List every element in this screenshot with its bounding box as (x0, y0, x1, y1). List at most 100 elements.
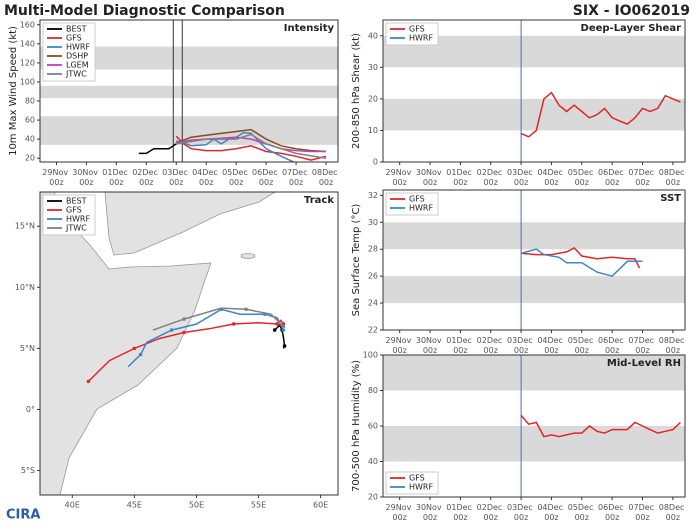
x-tick-label: 04Dec 00z (537, 503, 565, 522)
series-line (520, 91, 681, 138)
y-tick-label: 100 (20, 77, 35, 86)
storm-id: SIX - IO062019 (573, 3, 690, 19)
page-title: Multi-Model Diagnostic Comparison (4, 3, 285, 19)
y-tick-label: 60 (25, 116, 35, 125)
y-axis-label: 200-850 hPa Shear (kt) (351, 33, 362, 149)
arabia (104, 191, 277, 256)
x-tick-label: 01Dec 00z (102, 168, 130, 187)
track-point (86, 379, 91, 384)
x-tick-label: 04Dec 00z (192, 168, 220, 187)
track-point (169, 328, 174, 332)
track-point (182, 317, 186, 321)
y-tick-label: 80 (368, 386, 378, 395)
y-axis-label: 700-500 hPa Humidity (%) (351, 360, 362, 492)
x-tick-label: 03Dec 00z (162, 168, 190, 187)
y-axis-label: 10m Max Wind Speed (kt) (8, 26, 19, 156)
legend-label: HWRF (66, 215, 90, 224)
logo: CIRA (6, 508, 40, 523)
series-line (176, 128, 327, 153)
x-tick-label: 07Dec 00z (628, 503, 656, 522)
series-line (175, 135, 327, 161)
frame (382, 19, 686, 163)
x-tick-label: 07Dec 00z (628, 168, 656, 187)
y-tick-label: 40 (368, 457, 378, 466)
x-tick-label: 01Dec 00z (446, 503, 474, 522)
x-tick-label: 05Dec 00z (568, 336, 596, 355)
band (383, 426, 685, 462)
track-point (132, 346, 137, 351)
y-tick-label: 5°N (20, 344, 35, 353)
legend-label: LGEM (66, 61, 89, 70)
frame (39, 19, 339, 163)
y-tick-label: 0 (373, 158, 378, 167)
y-axis-label: Sea Surface Temp (°C) (351, 204, 362, 317)
x-tick-label: 30Nov 00z (416, 336, 444, 355)
band (40, 85, 338, 99)
track-point (275, 322, 279, 326)
panel-title: Mid-Level RH (607, 358, 681, 369)
socotra (240, 253, 256, 259)
series-line (176, 133, 327, 159)
y-tick-label: 22 (368, 326, 378, 335)
band (383, 276, 685, 304)
band (383, 355, 685, 391)
legend-label: HWRF (409, 204, 433, 213)
y-tick-label: 10 (368, 126, 378, 135)
africa (39, 191, 212, 496)
y-tick-label: 20 (368, 493, 378, 502)
x-tick-label: 02Dec 00z (477, 336, 505, 355)
x-tick-label: 03Dec 00z (507, 336, 535, 355)
legend-label: JTWC (65, 224, 87, 233)
x-tick-label: 50E (189, 501, 204, 510)
track-point (281, 328, 286, 332)
series-line (138, 143, 177, 155)
legend-label: GFS (66, 34, 82, 43)
y-tick-label: 40 (368, 31, 378, 40)
track-point (282, 344, 287, 348)
x-tick-label: 05Dec 00z (222, 168, 250, 187)
x-tick-label: 01Dec 00z (446, 168, 474, 187)
x-tick-label: 29Nov 00z (42, 168, 70, 187)
x-tick-label: 02Dec 00z (477, 168, 505, 187)
y-tick-label: 10°N (15, 283, 35, 292)
x-tick-label: 04Dec 00z (537, 336, 565, 355)
legend-label: GFS (409, 195, 425, 204)
legend-label: BEST (66, 197, 87, 206)
panel-title: SST (660, 193, 681, 204)
series-line (520, 414, 681, 438)
x-tick-label: 45E (127, 501, 142, 510)
frame (382, 354, 686, 498)
track-point (138, 352, 143, 357)
legend-label: JTWC (65, 70, 87, 79)
x-tick-label: 29Nov 00z (386, 503, 414, 522)
series-line (152, 307, 284, 331)
y-tick-label: 0° (26, 405, 35, 414)
track-point (281, 324, 286, 329)
x-tick-label: 04Dec 00z (537, 168, 565, 187)
panel-title: Track (304, 195, 334, 206)
y-tick-label: 80 (25, 97, 35, 106)
x-tick-label: 55E (251, 501, 266, 510)
x-tick-label: 02Dec 00z (132, 168, 160, 187)
panel-title: Intensity (284, 23, 335, 34)
x-tick-label: 06Dec 00z (598, 336, 626, 355)
x-tick-label: 08Dec 00z (312, 168, 340, 187)
y-tick-label: 15°N (15, 222, 35, 231)
x-tick-label: 02Dec 00z (477, 503, 505, 522)
y-tick-label: 40 (25, 135, 35, 144)
y-tick-label: 30 (368, 63, 378, 72)
map-land (39, 191, 338, 496)
y-tick-label: 30 (368, 218, 378, 227)
x-tick-label: 30Nov 00z (416, 168, 444, 187)
series-line (520, 248, 643, 278)
x-tick-label: 06Dec 00z (598, 503, 626, 522)
x-tick-label: 30Nov 00z (416, 503, 444, 522)
y-tick-label: 5°S (21, 466, 35, 475)
y-tick-label: 26 (368, 272, 378, 281)
panel-title: Deep-Layer Shear (581, 23, 682, 34)
legend-label: GFS (409, 25, 425, 34)
